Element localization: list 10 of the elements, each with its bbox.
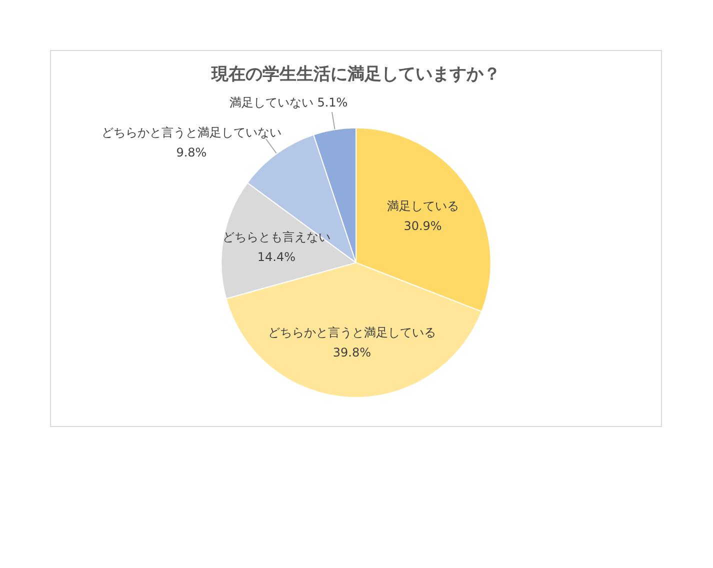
data-label: 14.4%: [257, 250, 296, 264]
slice-label: どちらとも言えない: [222, 230, 330, 244]
data-label: 30.9%: [404, 219, 442, 234]
slice-label: どちらかと言うと満足していない: [101, 126, 282, 140]
data-label: 39.8%: [332, 346, 371, 360]
data-label: 9.8%: [176, 146, 207, 160]
slice-label: どちらかと言うと満足している: [268, 326, 436, 340]
slice-label: 満足していない 5.1%: [229, 95, 348, 110]
chart-title: 現在の学生生活に満足していますか？: [210, 64, 500, 85]
slice-label: 満足している: [386, 199, 459, 214]
